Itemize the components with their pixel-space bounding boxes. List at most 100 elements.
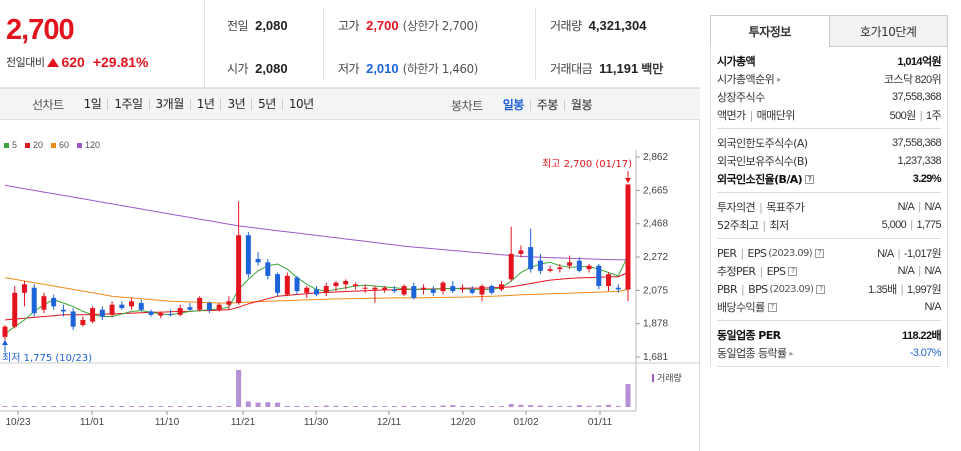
chevron-right-icon: ▸	[789, 348, 794, 358]
volume-bar	[109, 406, 115, 407]
volume-bar	[265, 402, 271, 407]
volume-bar	[314, 406, 319, 407]
week52-row: 52주최고 | 최저 5,000 | 1,775	[717, 218, 942, 233]
moving-average-ma120	[4, 184, 628, 261]
volume-bar	[421, 406, 427, 407]
candle-body	[323, 286, 329, 293]
candle-body	[557, 267, 563, 270]
x-tick-label: 12/20	[450, 417, 475, 428]
candle-body	[411, 286, 417, 298]
volume-legend-swatch	[652, 374, 654, 382]
y-tick-label: 2,665	[643, 185, 668, 196]
help-icon[interactable]: ?	[815, 248, 825, 258]
period-3y[interactable]: 3년	[220, 98, 251, 110]
x-tick-label: 11/10	[155, 417, 180, 428]
candle-body	[109, 304, 115, 315]
period-10y[interactable]: 10년	[281, 98, 320, 110]
low-price: 저가 2,010 (하한가 1,460)	[338, 61, 478, 76]
volume-bar	[460, 405, 466, 407]
volume-bar	[576, 405, 582, 407]
prev-close: 전일 2,080	[227, 18, 288, 33]
tab-orderbook[interactable]: 호가10단계	[829, 15, 948, 47]
candle-body	[177, 308, 183, 315]
candle-body	[236, 235, 242, 303]
volume-bar	[528, 405, 534, 407]
candle-body	[372, 287, 378, 290]
high-price: 고가 2,700 (상한가 2,700)	[338, 18, 478, 33]
candle-body	[382, 287, 388, 290]
candle-weekly[interactable]: 주봉	[529, 99, 564, 111]
candle-body	[226, 301, 232, 305]
help-icon[interactable]: ?	[788, 266, 798, 276]
candle-body	[206, 302, 212, 310]
period-bar: 선차트 1일 1주일 3개월 1년 3년 5년 10년 봉차트 일봉 주봉 월봉	[0, 88, 700, 120]
volume-bar	[547, 405, 553, 407]
y-tick-label: 1,878	[643, 319, 668, 330]
est-per-row: 추정PER | EPS? N/A | N/A	[717, 264, 942, 279]
chart-canvas: 2,862 2,665 2,468 2,272 2,075 1,878 1,681 10/23…	[0, 120, 700, 451]
open-price: 시가 2,080	[227, 61, 288, 76]
volume-bar	[12, 405, 18, 407]
help-icon[interactable]: ?	[816, 284, 826, 294]
current-price: 2,700	[6, 14, 75, 46]
volume-bar	[567, 405, 573, 407]
info-table: 시가총액 1,014억원 시가총액순위 ▸ 코스닥 820위 상장주식수 37,5…	[710, 47, 948, 367]
x-tick-label: 12/11	[377, 417, 402, 428]
info-tabs: 투자정보 호가10단계	[710, 15, 948, 47]
volume-bar	[167, 406, 173, 407]
candle-body	[41, 296, 47, 310]
candle-chart-label: 봉차트	[451, 98, 483, 113]
candle-body	[421, 287, 427, 290]
candle-body	[596, 265, 602, 287]
volume-bar	[138, 406, 144, 407]
period-5y[interactable]: 5년	[251, 98, 282, 110]
volume-bar	[177, 406, 183, 407]
min-price-label: 최저 1,775 (10/23)	[2, 352, 92, 364]
candle-body	[625, 184, 631, 290]
volume-bar	[586, 405, 592, 407]
period-3m[interactable]: 3개월	[148, 98, 190, 110]
candle-body	[401, 286, 407, 295]
y-tick-label: 2,075	[643, 285, 668, 296]
change-rate: +29.81%	[92, 54, 149, 70]
candle-body	[352, 284, 358, 287]
volume-bar	[119, 406, 125, 407]
period-1y[interactable]: 1년	[189, 98, 221, 110]
y-tick-label: 2,862	[643, 152, 668, 163]
candle-body	[528, 247, 534, 270]
volume-bar	[90, 406, 96, 407]
max-price-label: 최고 2,700 (01/17)	[542, 158, 632, 170]
candle-body	[148, 311, 154, 315]
period-1w[interactable]: 1주일	[107, 98, 148, 110]
period-1d[interactable]: 1일	[83, 96, 102, 111]
market-cap-row: 시가총액 1,014억원	[717, 55, 942, 68]
candle-body	[450, 286, 456, 292]
foreign-limit-row: 외국인한도주식수(A) 37,558,368	[717, 137, 942, 150]
volume-bar	[479, 406, 485, 407]
help-icon[interactable]: ?	[767, 302, 777, 312]
candle-body	[216, 304, 222, 310]
price-summary: 2,700 전일대비 620 +29.81% 전일 2,080 시가 2,080…	[0, 0, 700, 88]
sector-per-row: 동일업종 PER 118.22배	[717, 329, 942, 342]
candle-body	[275, 274, 281, 293]
candle-body	[343, 280, 349, 285]
candle-body	[304, 287, 310, 293]
shares-row: 상장주식수 37,558,368	[717, 91, 942, 104]
candle-monthly[interactable]: 월봉	[563, 99, 598, 111]
candle-body	[498, 284, 504, 290]
volume-bar	[469, 406, 475, 407]
volume-bar	[216, 406, 222, 407]
info-panel: 투자정보 호가10단계 시가총액 1,014억원 시가총액순위 ▸ 코스닥 820…	[710, 15, 948, 451]
candle-body	[167, 313, 173, 315]
chart-frame	[0, 120, 636, 451]
candle-body	[469, 289, 475, 293]
volume-bar	[362, 406, 368, 407]
tab-invest-info[interactable]: 투자정보	[710, 15, 830, 47]
volume-bar	[518, 404, 524, 407]
candle-daily[interactable]: 일봉	[502, 97, 525, 112]
x-tick-label: 01/11	[588, 417, 613, 428]
legend-ma20: 20	[25, 140, 43, 150]
help-icon[interactable]: ?	[805, 174, 815, 184]
change-label: 전일대비	[6, 56, 45, 69]
opinion-row: 투자의견 | 목표주가 N/A | N/A	[717, 200, 942, 215]
